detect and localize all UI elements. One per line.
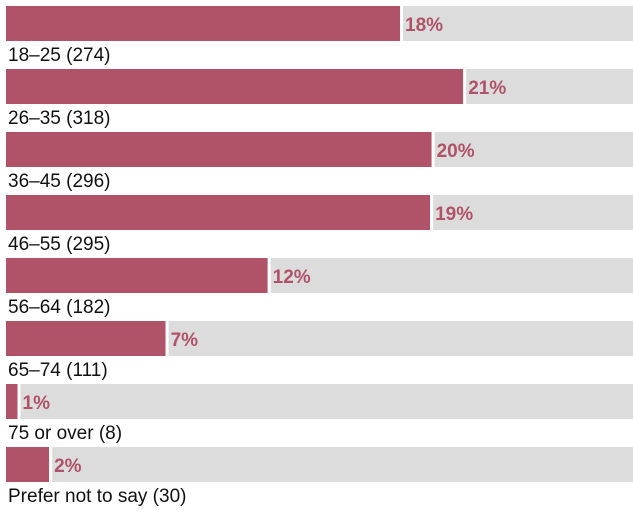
category-label: 56–64 (182) (8, 297, 110, 318)
category-label: Prefer not to say (30) (8, 486, 186, 507)
bar-gap (430, 195, 434, 230)
value-label: 21% (468, 78, 506, 99)
bar-track (6, 384, 633, 419)
bar (6, 447, 50, 482)
category-label: 18–25 (274) (8, 45, 110, 66)
value-label: 1% (23, 393, 51, 414)
bar-gap (165, 321, 169, 356)
bar (6, 132, 432, 167)
bar-track (6, 447, 633, 482)
bar (6, 258, 268, 293)
category-label: 46–55 (295) (8, 234, 110, 255)
bar (6, 69, 464, 104)
category-label: 36–45 (296) (8, 171, 110, 192)
bar (6, 321, 166, 356)
bar (6, 6, 401, 41)
category-label: 26–35 (318) (8, 108, 110, 129)
bar-gap (431, 132, 435, 167)
value-label: 19% (435, 204, 473, 225)
bar (6, 195, 431, 230)
bar-gap (463, 69, 467, 104)
category-label: 65–74 (111) (8, 360, 108, 381)
value-label: 20% (437, 141, 475, 162)
bar-gap (49, 447, 53, 482)
bar-gap (17, 384, 21, 419)
value-label: 18% (405, 15, 443, 36)
bar-gap (400, 6, 404, 41)
value-label: 2% (54, 456, 82, 477)
bar-gap (267, 258, 271, 293)
value-label: 7% (171, 330, 199, 351)
value-label: 12% (273, 267, 311, 288)
category-label: 75 or over (8) (8, 423, 122, 444)
bar (6, 384, 18, 419)
